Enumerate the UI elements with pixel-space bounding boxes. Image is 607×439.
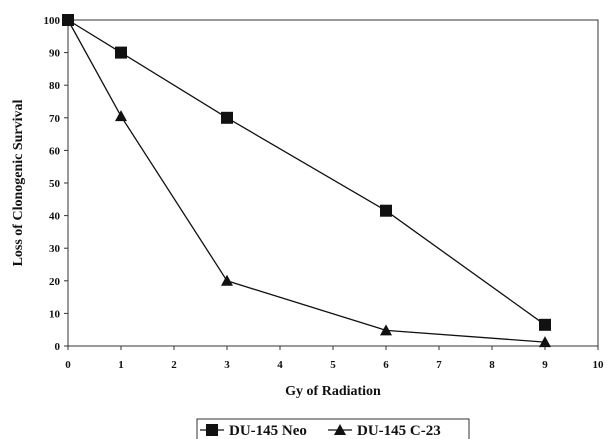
legend-box	[196, 418, 470, 439]
x-axis: 0 1 2 3 4 5 6 7 8 9 10	[65, 346, 604, 371]
x-tick-label: 1	[118, 359, 124, 371]
y-tick-label: 100	[44, 15, 61, 27]
y-tick-label: 20	[49, 276, 61, 288]
y-tick-label: 30	[49, 243, 61, 255]
y-tick-label: 10	[49, 308, 61, 320]
data-point-square	[539, 318, 551, 331]
x-tick-label: 7	[436, 359, 442, 371]
data-point-square	[115, 46, 127, 59]
data-point-triangle	[221, 274, 233, 286]
legend-marker-triangle	[334, 424, 346, 435]
y-tick-label: 0	[55, 341, 61, 353]
y-axis-title: Loss of Clonogenic Survival	[11, 99, 26, 266]
legend-label: DU-145 Neo	[229, 423, 307, 439]
y-tick-label: 80	[49, 80, 61, 92]
data-point-square	[221, 111, 233, 124]
y-tick-label: 70	[49, 113, 61, 125]
data-point-triangle	[62, 14, 74, 25]
x-tick-label: 8	[489, 359, 495, 371]
y-tick-label: 50	[49, 178, 61, 190]
x-tick-label: 0	[65, 359, 71, 371]
y-tick-label: 60	[49, 145, 61, 157]
legend-label: DU-145 C-23	[357, 423, 441, 439]
x-axis-title: Gy of Radiation	[285, 384, 381, 399]
series-layer	[62, 14, 551, 348]
x-tick-label: 2	[171, 359, 177, 371]
x-tick-label: 5	[330, 359, 336, 371]
y-axis: 0 10 20 30 40 50 60 70 80 90 100	[44, 15, 68, 353]
x-tick-label: 10	[593, 359, 605, 371]
y-tick-label: 40	[49, 211, 61, 223]
x-tick-label: 3	[224, 359, 230, 371]
x-tick-label: 9	[542, 359, 548, 371]
data-point-triangle	[115, 110, 127, 122]
series-du-145-c-23	[62, 14, 551, 348]
legend-marker-square	[206, 424, 218, 436]
x-tick-label: 6	[383, 359, 389, 371]
y-tick-label: 90	[49, 48, 61, 60]
legend: DU-145 Neo DU-145 C-23	[196, 418, 470, 439]
x-tick-label: 4	[277, 359, 283, 371]
data-point-triangle	[539, 336, 551, 348]
data-point-triangle	[380, 324, 392, 336]
data-point-square	[380, 204, 392, 217]
